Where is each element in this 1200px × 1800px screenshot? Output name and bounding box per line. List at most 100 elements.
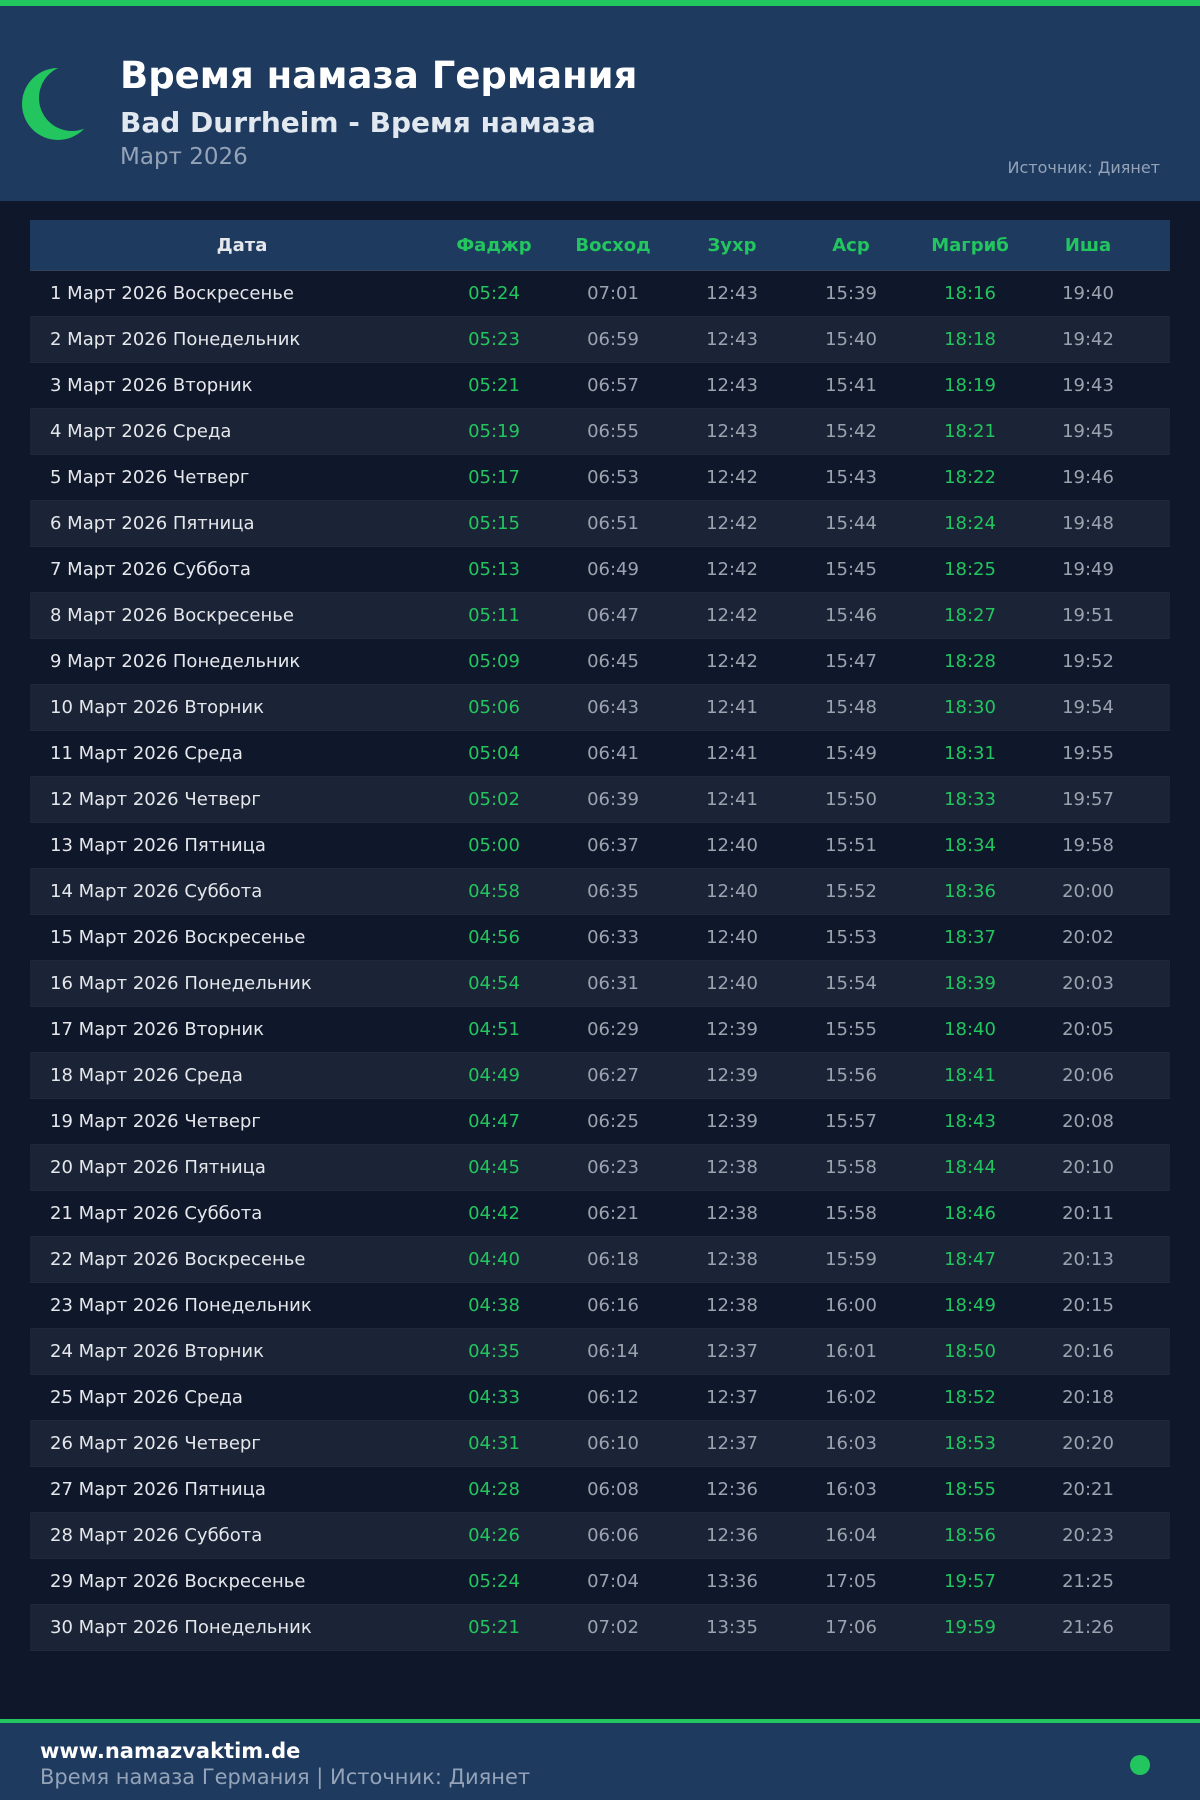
cell-fajr: 05:21 bbox=[468, 1617, 520, 1638]
cell-sunrise: 06:21 bbox=[587, 1203, 639, 1224]
site-link[interactable]: www.namazvaktim.de bbox=[40, 1739, 301, 1763]
cell-date: 19 Март 2026 Четверг bbox=[50, 1111, 261, 1132]
cell-fajr: 05:04 bbox=[468, 743, 520, 764]
table-row: 30 Март 2026 Понедельник 05:21 07:02 13:35 1… bbox=[30, 1605, 1170, 1651]
cell-maghrib: 19:57 bbox=[944, 1571, 996, 1592]
cell-asr: 15:41 bbox=[825, 375, 877, 396]
cell-sunrise: 06:49 bbox=[587, 559, 639, 580]
table-row: 24 Март 2026 Вторник 04:35 06:14 12:37 16:01… bbox=[30, 1329, 1170, 1375]
cell-fajr: 04:31 bbox=[468, 1433, 520, 1454]
cell-sunrise: 06:59 bbox=[587, 329, 639, 350]
cell-maghrib: 18:56 bbox=[944, 1525, 996, 1546]
cell-fajr: 04:45 bbox=[468, 1157, 520, 1178]
cell-dhuhr: 12:40 bbox=[706, 927, 758, 948]
cell-date: 23 Март 2026 Понедельник bbox=[50, 1295, 312, 1316]
cell-date: 18 Март 2026 Среда bbox=[50, 1065, 243, 1086]
page-header: Время намаза Германия Bad Durrheim - Вре… bbox=[0, 6, 1200, 201]
column-header-dhuhr: Зухр bbox=[707, 234, 757, 256]
cell-date: 4 Март 2026 Среда bbox=[50, 421, 232, 442]
cell-asr: 16:01 bbox=[825, 1341, 877, 1362]
cell-maghrib: 18:27 bbox=[944, 605, 996, 626]
cell-fajr: 04:51 bbox=[468, 1019, 520, 1040]
table-row: 26 Март 2026 Четверг 04:31 06:10 12:37 16:03… bbox=[30, 1421, 1170, 1467]
cell-asr: 16:02 bbox=[825, 1387, 877, 1408]
cell-maghrib: 18:43 bbox=[944, 1111, 996, 1132]
table-row: 10 Март 2026 Вторник 05:06 06:43 12:41 15:48… bbox=[30, 685, 1170, 731]
cell-isha: 19:52 bbox=[1062, 651, 1114, 672]
cell-maghrib: 18:34 bbox=[944, 835, 996, 856]
cell-dhuhr: 12:38 bbox=[706, 1249, 758, 1270]
cell-isha: 21:26 bbox=[1062, 1617, 1114, 1638]
cell-isha: 19:54 bbox=[1062, 697, 1114, 718]
cell-date: 20 Март 2026 Пятница bbox=[50, 1157, 266, 1178]
cell-isha: 20:15 bbox=[1062, 1295, 1114, 1316]
cell-isha: 20:13 bbox=[1062, 1249, 1114, 1270]
cell-maghrib: 18:19 bbox=[944, 375, 996, 396]
table-row: 4 Март 2026 Среда 05:19 06:55 12:43 15:42 18:… bbox=[30, 409, 1170, 455]
cell-isha: 20:10 bbox=[1062, 1157, 1114, 1178]
top-accent-bar bbox=[0, 0, 1200, 6]
cell-fajr: 04:49 bbox=[468, 1065, 520, 1086]
cell-fajr: 05:09 bbox=[468, 651, 520, 672]
cell-asr: 16:04 bbox=[825, 1525, 877, 1546]
table-row: 1 Март 2026 Воскресенье 05:24 07:01 12:43 15… bbox=[30, 271, 1170, 317]
cell-sunrise: 06:41 bbox=[587, 743, 639, 764]
cell-maghrib: 18:49 bbox=[944, 1295, 996, 1316]
cell-maghrib: 18:44 bbox=[944, 1157, 996, 1178]
cell-date: 7 Март 2026 Суббота bbox=[50, 559, 251, 580]
table-row: 7 Март 2026 Суббота 05:13 06:49 12:42 15:45 1… bbox=[30, 547, 1170, 593]
cell-maghrib: 18:50 bbox=[944, 1341, 996, 1362]
table-row: 17 Март 2026 Вторник 04:51 06:29 12:39 15:55… bbox=[30, 1007, 1170, 1053]
cell-date: 30 Март 2026 Понедельник bbox=[50, 1617, 312, 1638]
cell-maghrib: 18:22 bbox=[944, 467, 996, 488]
cell-date: 11 Март 2026 Среда bbox=[50, 743, 243, 764]
cell-dhuhr: 12:38 bbox=[706, 1157, 758, 1178]
cell-sunrise: 07:01 bbox=[587, 283, 639, 304]
cell-asr: 15:51 bbox=[825, 835, 877, 856]
table-row: 6 Март 2026 Пятница 05:15 06:51 12:42 15:44 1… bbox=[30, 501, 1170, 547]
month-label: Март 2026 bbox=[120, 144, 248, 170]
cell-isha: 19:58 bbox=[1062, 835, 1114, 856]
cell-sunrise: 06:31 bbox=[587, 973, 639, 994]
cell-fajr: 05:24 bbox=[468, 1571, 520, 1592]
cell-asr: 15:56 bbox=[825, 1065, 877, 1086]
cell-dhuhr: 12:43 bbox=[706, 421, 758, 442]
cell-dhuhr: 12:42 bbox=[706, 559, 758, 580]
cell-date: 6 Март 2026 Пятница bbox=[50, 513, 255, 534]
cell-asr: 15:43 bbox=[825, 467, 877, 488]
cell-dhuhr: 12:41 bbox=[706, 697, 758, 718]
page-title: Время намаза Германия bbox=[120, 54, 638, 97]
cell-fajr: 04:58 bbox=[468, 881, 520, 902]
page-subtitle: Bad Durrheim - Время намаза bbox=[120, 106, 596, 139]
table-row: 18 Март 2026 Среда 04:49 06:27 12:39 15:56 18… bbox=[30, 1053, 1170, 1099]
cell-isha: 21:25 bbox=[1062, 1571, 1114, 1592]
cell-asr: 15:59 bbox=[825, 1249, 877, 1270]
cell-fajr: 04:35 bbox=[468, 1341, 520, 1362]
cell-date: 28 Март 2026 Суббота bbox=[50, 1525, 263, 1546]
cell-isha: 20:06 bbox=[1062, 1065, 1114, 1086]
cell-sunrise: 06:16 bbox=[587, 1295, 639, 1316]
cell-sunrise: 06:55 bbox=[587, 421, 639, 442]
table-row: 21 Март 2026 Суббота 04:42 06:21 12:38 15:58… bbox=[30, 1191, 1170, 1237]
table-row: 9 Март 2026 Понедельник 05:09 06:45 12:42 15… bbox=[30, 639, 1170, 685]
cell-isha: 19:40 bbox=[1062, 283, 1114, 304]
cell-dhuhr: 12:38 bbox=[706, 1295, 758, 1316]
cell-sunrise: 06:57 bbox=[587, 375, 639, 396]
cell-fajr: 05:19 bbox=[468, 421, 520, 442]
cell-sunrise: 06:47 bbox=[587, 605, 639, 626]
cell-fajr: 05:02 bbox=[468, 789, 520, 810]
cell-asr: 17:06 bbox=[825, 1617, 877, 1638]
cell-asr: 15:58 bbox=[825, 1157, 877, 1178]
table-row: 22 Март 2026 Воскресенье 04:40 06:18 12:38 1… bbox=[30, 1237, 1170, 1283]
table-row: 15 Март 2026 Воскресенье 04:56 06:33 12:40 1… bbox=[30, 915, 1170, 961]
cell-dhuhr: 12:40 bbox=[706, 835, 758, 856]
cell-maghrib: 18:24 bbox=[944, 513, 996, 534]
cell-sunrise: 06:53 bbox=[587, 467, 639, 488]
cell-fajr: 04:38 bbox=[468, 1295, 520, 1316]
cell-sunrise: 06:25 bbox=[587, 1111, 639, 1132]
cell-date: 3 Март 2026 Вторник bbox=[50, 375, 253, 396]
cell-asr: 15:45 bbox=[825, 559, 877, 580]
cell-sunrise: 06:33 bbox=[587, 927, 639, 948]
cell-isha: 20:20 bbox=[1062, 1433, 1114, 1454]
cell-asr: 15:58 bbox=[825, 1203, 877, 1224]
